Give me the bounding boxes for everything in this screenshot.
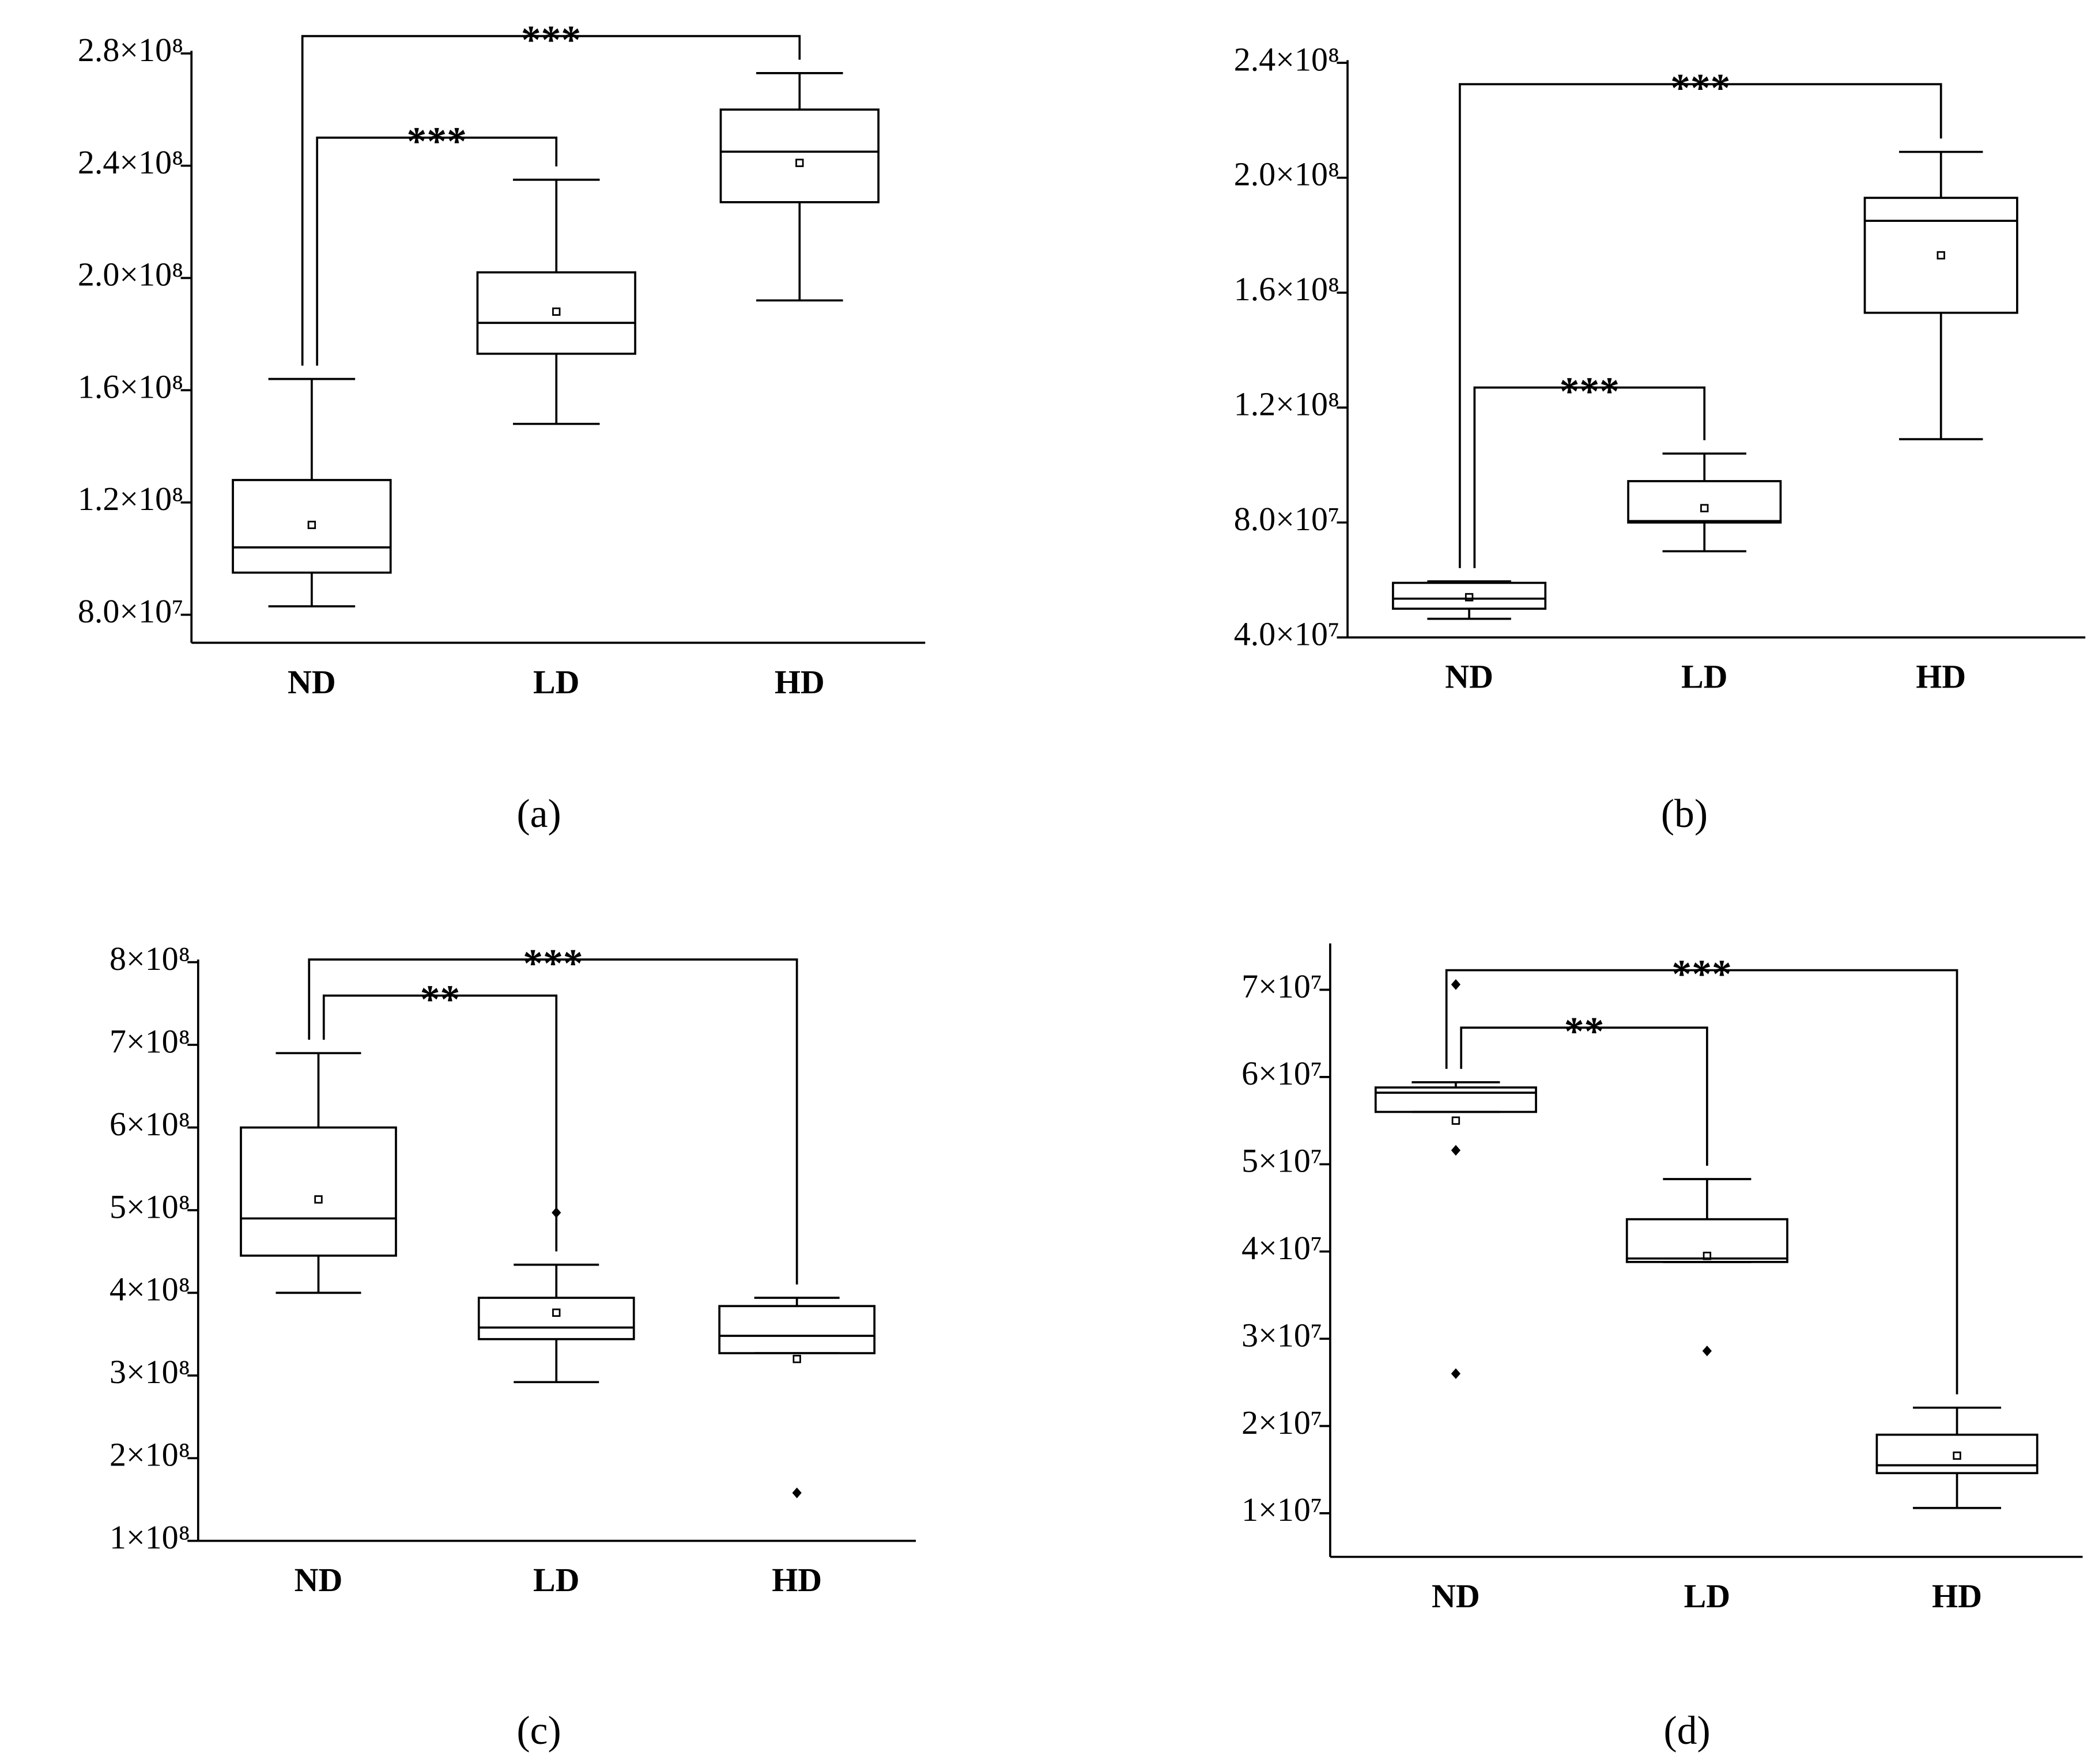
significance-label: *** [523,942,583,986]
y-tick-label: 7×10⁷ [1241,968,1322,1005]
x-tick-label: LD [533,1561,580,1599]
y-tick-label: 4×10⁷ [1241,1229,1322,1267]
significance-label: *** [1670,66,1730,111]
mean-marker [1953,1451,1961,1460]
box [1625,1218,1788,1263]
significance-bracket [1459,83,1942,568]
mean-marker [795,158,804,167]
significance-bracket [301,35,801,366]
box [1863,197,2018,314]
y-tick-label: 6×10⁸ [110,1105,190,1143]
x-tick-label: HD [772,1561,822,1599]
mean-marker [552,307,561,316]
box [718,1305,876,1354]
box [240,1126,397,1257]
box [232,479,392,574]
y-tick-label: 5×10⁷ [1241,1142,1322,1180]
y-tick-label: 2.8×10⁸ [78,31,183,69]
x-tick-label: ND [295,1561,343,1599]
x-tick-label: ND [1432,1577,1480,1615]
y-tick-label: 3×10⁸ [110,1353,190,1391]
significance-label: ** [1564,1010,1605,1054]
y-tick-label: 6×10⁷ [1241,1055,1322,1092]
y-tick-label: 2×10⁷ [1241,1404,1322,1441]
y-tick-label: 1.2×10⁸ [1234,386,1339,423]
x-tick-label: HD [775,663,825,701]
x-tick-label: ND [288,663,336,701]
y-tick-label: 2.0×10⁸ [78,256,183,293]
y-tick-label: 7×10⁸ [110,1022,190,1060]
y-tick-label: 8×10⁸ [110,940,190,977]
mean-marker [1937,251,1945,260]
significance-bracket [322,994,558,1252]
x-tick-label: LD [533,663,580,701]
x-tick-label: ND [1445,658,1493,696]
outlier [792,1487,802,1498]
box [1875,1433,2039,1475]
y-tick-label: 8.0×10⁷ [1234,500,1339,538]
mean-marker [307,520,316,530]
y-tick-label: 1×10⁷ [1241,1491,1322,1528]
y-tick-label: 2.0×10⁸ [1234,156,1339,193]
x-tick-label: LD [1684,1577,1731,1615]
outlier [1451,1368,1461,1379]
y-tick-label: 1.6×10⁸ [1234,270,1339,308]
significance-label: *** [521,18,581,62]
box [719,108,880,203]
mean-marker [1700,504,1709,512]
box [476,271,636,355]
y-tick-label: 1.6×10⁸ [78,368,183,405]
significance-label: *** [1560,369,1620,414]
box [1374,1086,1537,1113]
box [477,1297,635,1340]
mean-marker [314,1195,323,1204]
y-tick-label: 2.4×10⁸ [78,143,183,181]
y-tick-label: 8.0×10⁷ [78,592,183,630]
mean-marker [1703,1252,1712,1260]
x-tick-label: HD [1932,1577,1982,1615]
y-tick-label: 4.0×10⁷ [1234,615,1339,652]
mean-marker [552,1308,561,1317]
mean-marker [792,1354,801,1363]
significance-bracket [1473,386,1706,568]
significance-bracket [1460,1026,1708,1166]
significance-bracket [1445,969,1958,1395]
panel-caption: (b) [1661,792,1708,836]
y-tick-label: 1.2×10⁸ [78,480,183,518]
y-tick-label: 2×10⁸ [110,1436,190,1474]
y-tick-label: 5×10⁸ [110,1188,190,1225]
mean-marker [1465,593,1474,602]
y-tick-label: 4×10⁸ [110,1271,190,1308]
box [1627,480,1782,524]
panel-caption: (a) [517,792,561,836]
box [1392,581,1547,610]
y-tick-label: 1×10⁸ [110,1519,190,1556]
panel-caption: (d) [1664,1709,1711,1753]
outlier [1451,979,1461,990]
mean-marker [1451,1116,1460,1125]
significance-bracket [308,958,798,1285]
outlier [1702,1345,1712,1357]
y-tick-label: 3×10⁷ [1241,1316,1322,1354]
significance-bracket [316,136,558,366]
significance-label: ** [420,977,461,1022]
significance-label: *** [407,120,467,164]
x-tick-label: HD [1916,658,1966,696]
x-tick-label: LD [1681,658,1728,696]
y-tick-label: 2.4×10⁸ [1234,40,1339,78]
significance-label: *** [1671,952,1731,996]
outlier [1451,1144,1461,1156]
panel-caption: (c) [517,1709,561,1753]
